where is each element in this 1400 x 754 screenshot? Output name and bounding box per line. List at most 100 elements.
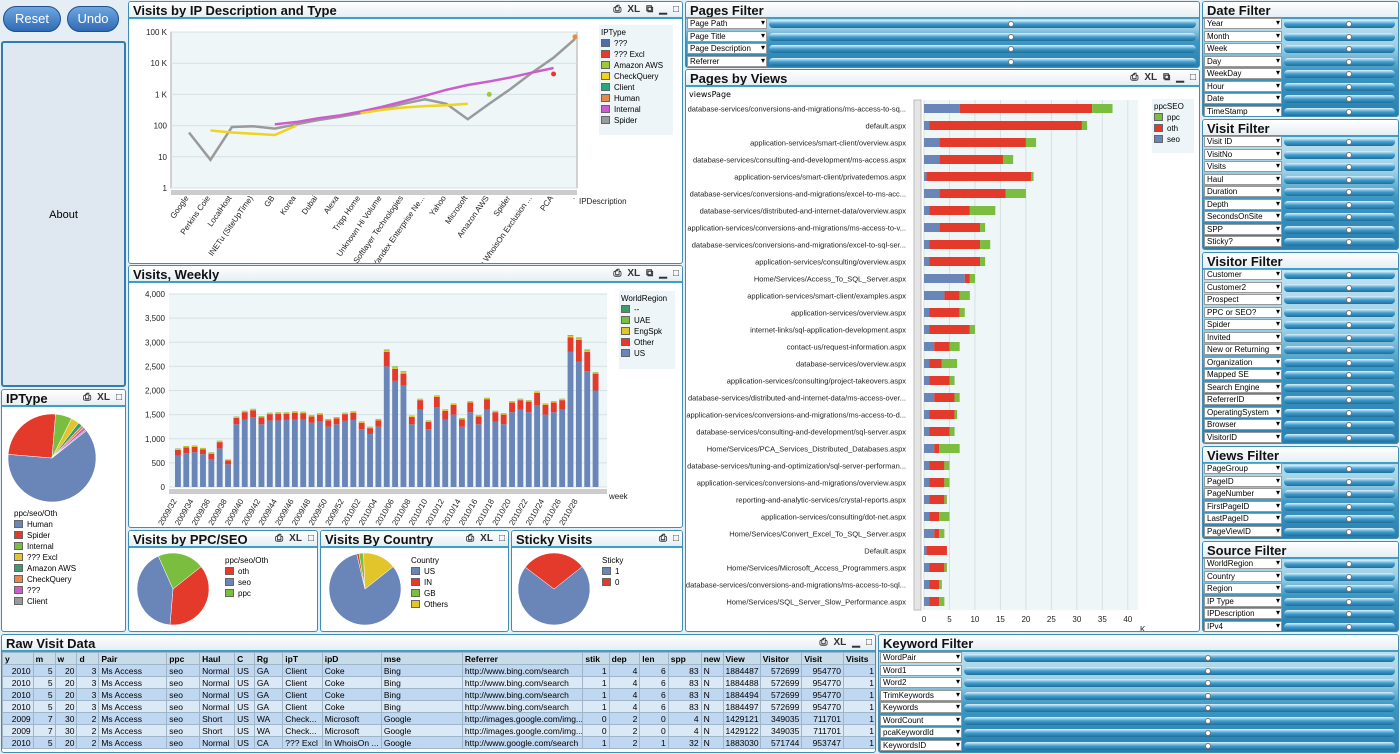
slider-handle[interactable] xyxy=(1346,466,1353,472)
maximize-icon[interactable]: □ xyxy=(672,533,679,544)
slider-handle[interactable] xyxy=(1346,297,1353,303)
slider-handle[interactable] xyxy=(1346,96,1353,102)
filter-field-select[interactable]: Week xyxy=(1204,43,1282,54)
slider-handle[interactable] xyxy=(1346,108,1353,115)
filter-slider[interactable] xyxy=(1284,515,1395,523)
filter-slider[interactable] xyxy=(1284,175,1395,184)
column-header[interactable]: ppc xyxy=(166,652,201,665)
column-header[interactable]: C xyxy=(234,652,255,665)
slider-handle[interactable] xyxy=(1346,46,1353,52)
filter-field-select[interactable]: Country xyxy=(1204,570,1282,582)
slider-handle[interactable] xyxy=(1008,21,1015,27)
table-row[interactable]: 2009 7 30 2 Ms Access seo Short US WA Check... Mic… xyxy=(2,724,875,737)
slider-handle[interactable] xyxy=(1346,176,1353,183)
slider-handle[interactable] xyxy=(1205,730,1212,736)
filter-slider[interactable] xyxy=(1284,560,1395,568)
filter-field-select[interactable]: Region xyxy=(1204,583,1282,594)
maximize-icon[interactable]: □ xyxy=(672,268,679,279)
slider-handle[interactable] xyxy=(1346,384,1353,391)
filter-field-select[interactable]: Organization xyxy=(1204,356,1282,368)
column-header[interactable]: View xyxy=(722,652,761,665)
slider-handle[interactable] xyxy=(1346,409,1353,416)
slider-handle[interactable] xyxy=(1346,598,1353,605)
undo-button[interactable]: Undo xyxy=(67,6,119,32)
filter-slider[interactable] xyxy=(1284,477,1395,486)
slider-handle[interactable] xyxy=(1346,478,1353,485)
filter-slider[interactable] xyxy=(964,716,1395,725)
filter-field-select[interactable]: Visits xyxy=(1204,161,1282,172)
slider-handle[interactable] xyxy=(1346,201,1353,208)
slider-handle[interactable] xyxy=(1346,528,1353,535)
filter-slider[interactable] xyxy=(1284,421,1395,429)
slider-handle[interactable] xyxy=(1346,623,1353,630)
filter-field-select[interactable]: WordCount xyxy=(880,714,962,726)
slider-handle[interactable] xyxy=(1346,214,1353,220)
minimize-icon[interactable]: ▁ xyxy=(852,637,860,648)
filter-slider[interactable] xyxy=(1284,57,1395,66)
filter-slider[interactable] xyxy=(1284,622,1395,631)
filter-field-select[interactable]: Customer xyxy=(1204,269,1282,280)
filter-field-select[interactable]: Visit ID xyxy=(1204,136,1282,147)
column-header[interactable]: d xyxy=(76,652,100,665)
column-header[interactable]: mse xyxy=(380,652,463,665)
slider-handle[interactable] xyxy=(1205,680,1212,686)
slider-handle[interactable] xyxy=(1008,46,1015,52)
filter-field-select[interactable]: SecondsOnSite xyxy=(1204,211,1282,222)
maximize-icon[interactable]: □ xyxy=(672,4,679,15)
maximize-icon[interactable]: □ xyxy=(307,533,314,544)
filter-field-select[interactable]: LastPageID xyxy=(1204,513,1282,524)
column-header[interactable]: m xyxy=(32,652,56,665)
filter-field-select[interactable]: PageViewID xyxy=(1204,525,1282,537)
filter-field-select[interactable]: Customer2 xyxy=(1204,281,1282,293)
filter-field-select[interactable]: Sticky? xyxy=(1204,236,1282,247)
slider-handle[interactable] xyxy=(1346,151,1353,158)
filter-field-select[interactable]: Page Path xyxy=(687,18,767,29)
column-header[interactable]: Rg xyxy=(253,652,284,665)
filter-field-select[interactable]: Day xyxy=(1204,55,1282,67)
filter-field-select[interactable]: New or Returning xyxy=(1204,344,1282,355)
filter-slider[interactable] xyxy=(1284,32,1395,41)
xl-export-icon[interactable]: XL xyxy=(627,268,641,279)
filter-slider[interactable] xyxy=(1284,358,1395,367)
xl-export-icon[interactable]: XL xyxy=(97,392,110,403)
minimize-icon[interactable]: ▁ xyxy=(1176,72,1184,83)
filter-field-select[interactable]: ReferrerID xyxy=(1204,394,1282,405)
filter-slider[interactable] xyxy=(1284,610,1395,618)
xl-export-icon[interactable]: XL xyxy=(289,533,302,544)
filter-slider[interactable] xyxy=(964,729,1395,737)
filter-slider[interactable] xyxy=(964,691,1395,700)
column-header[interactable]: Visitor xyxy=(759,652,803,665)
slider-handle[interactable] xyxy=(1346,189,1353,195)
print-icon[interactable]: ⎙ xyxy=(1130,72,1139,83)
table-row[interactable]: 2010 5 20 3 Ms Access seo Normal US GA Client Coke… xyxy=(2,688,875,701)
filter-slider[interactable] xyxy=(1284,585,1395,593)
column-header[interactable]: Visits xyxy=(842,652,875,665)
slider-handle[interactable] xyxy=(1346,239,1353,245)
filter-slider[interactable] xyxy=(1284,95,1395,103)
column-header[interactable]: w xyxy=(54,652,78,665)
filter-field-select[interactable]: Year xyxy=(1204,18,1282,29)
maximize-icon[interactable]: □ xyxy=(865,637,872,648)
print-icon[interactable]: ⎙ xyxy=(658,533,667,544)
filter-field-select[interactable]: WordPair xyxy=(880,652,962,663)
filter-field-select[interactable]: TrimKeywords xyxy=(880,689,962,701)
filter-field-select[interactable]: pcaKeywordId xyxy=(880,727,962,738)
filter-slider[interactable] xyxy=(1284,107,1395,116)
slider-handle[interactable] xyxy=(1346,586,1353,592)
filter-slider[interactable] xyxy=(1284,45,1395,53)
minimize-icon[interactable]: ▁ xyxy=(659,4,667,15)
print-icon[interactable]: ⎙ xyxy=(613,268,622,279)
slider-handle[interactable] xyxy=(1346,71,1353,77)
filter-field-select[interactable]: IPv4 xyxy=(1204,620,1282,631)
slider-handle[interactable] xyxy=(1346,309,1353,316)
filter-field-select[interactable]: Word1 xyxy=(880,664,962,676)
filter-field-select[interactable]: Search Engine xyxy=(1204,381,1282,393)
slider-handle[interactable] xyxy=(1205,742,1212,749)
filter-slider[interactable] xyxy=(1284,597,1395,606)
filter-slider[interactable] xyxy=(769,57,1196,66)
filter-field-select[interactable]: Page Description xyxy=(687,43,767,54)
filter-field-select[interactable]: WeekDay xyxy=(1204,68,1282,79)
filter-slider[interactable] xyxy=(1284,200,1395,209)
filter-field-select[interactable]: SPP xyxy=(1204,223,1282,235)
column-header[interactable]: new xyxy=(700,652,724,665)
